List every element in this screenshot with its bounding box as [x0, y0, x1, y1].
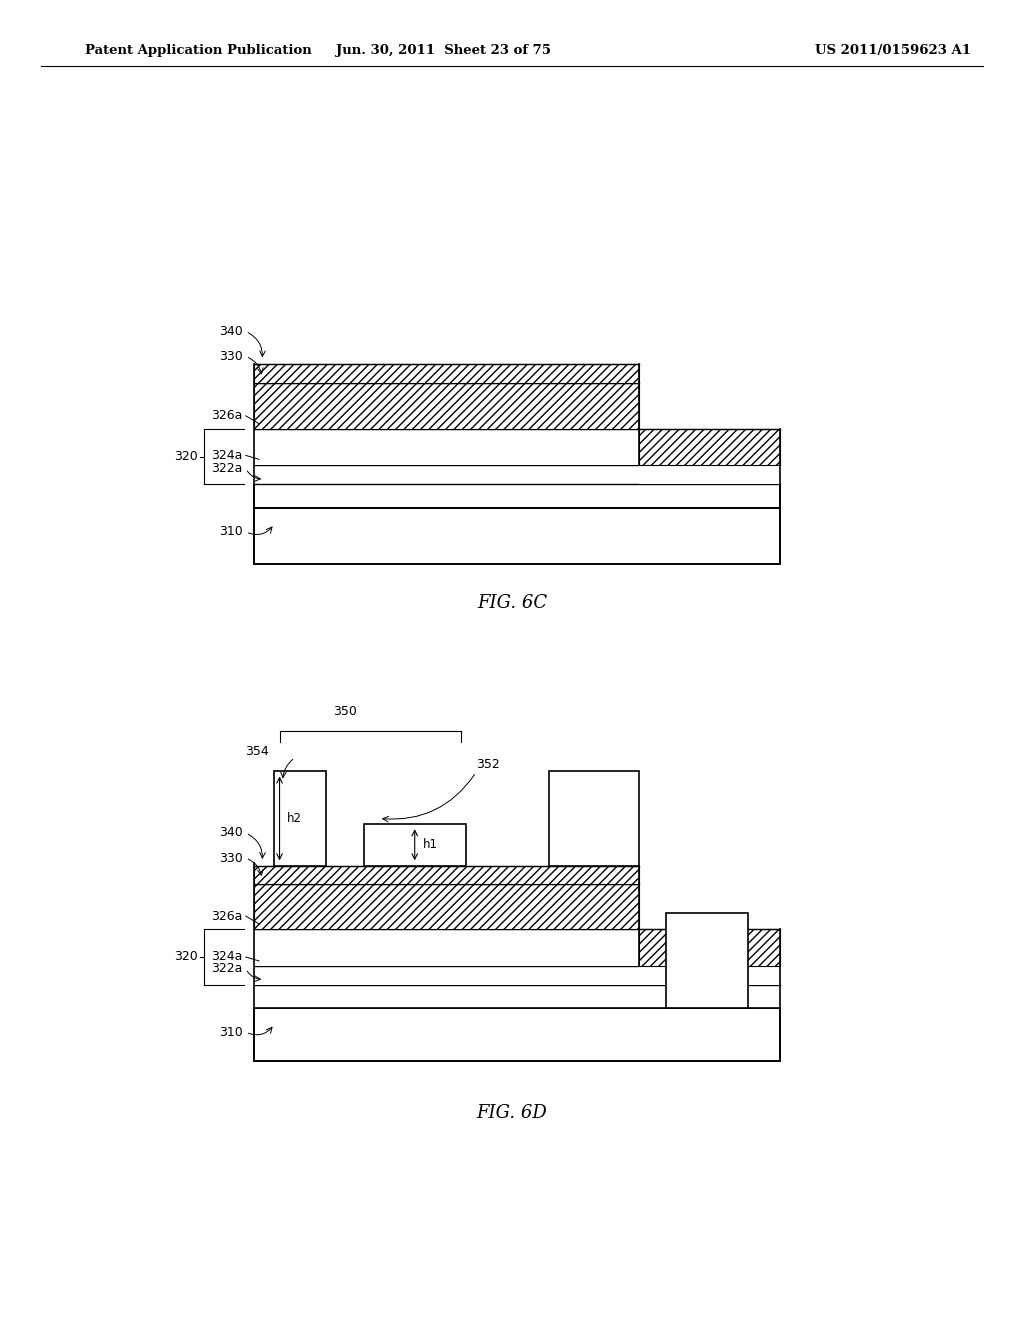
Text: 352: 352 — [476, 758, 500, 771]
Text: 326a: 326a — [211, 909, 243, 923]
Text: 350: 350 — [333, 705, 356, 718]
Bar — [254, 484, 780, 508]
Bar — [254, 364, 639, 383]
Bar — [639, 929, 780, 966]
Text: 326a: 326a — [211, 409, 243, 422]
Bar — [254, 465, 780, 484]
Text: 340: 340 — [219, 325, 243, 338]
Text: 324a: 324a — [211, 449, 243, 462]
Text: FIG. 6C: FIG. 6C — [477, 594, 547, 612]
Text: 320: 320 — [174, 450, 198, 463]
Bar — [639, 966, 780, 985]
Text: 320: 320 — [174, 950, 198, 964]
Text: US 2011/0159623 A1: US 2011/0159623 A1 — [815, 45, 971, 57]
Text: 330: 330 — [219, 851, 243, 865]
Text: FIG. 6D: FIG. 6D — [476, 1104, 548, 1122]
Bar — [274, 771, 326, 866]
Text: 322a: 322a — [211, 462, 243, 475]
Bar — [364, 824, 466, 866]
Bar — [254, 429, 639, 465]
Bar — [666, 913, 748, 1008]
Text: 324a: 324a — [211, 950, 243, 964]
Bar — [549, 771, 639, 866]
Bar — [639, 429, 780, 465]
Bar — [254, 929, 639, 966]
Text: h1: h1 — [423, 838, 438, 851]
Bar — [254, 985, 780, 1008]
Bar — [254, 884, 639, 929]
Text: 310: 310 — [219, 525, 243, 539]
Text: 354: 354 — [246, 744, 269, 758]
Text: 322a: 322a — [211, 962, 243, 975]
Bar — [254, 1008, 780, 1061]
Text: 340: 340 — [219, 826, 243, 840]
Text: h2: h2 — [287, 812, 302, 825]
Bar — [254, 866, 639, 884]
Bar — [639, 465, 780, 484]
Text: 310: 310 — [219, 1026, 243, 1039]
Text: Jun. 30, 2011  Sheet 23 of 75: Jun. 30, 2011 Sheet 23 of 75 — [336, 45, 551, 57]
Bar — [254, 383, 639, 429]
Bar — [254, 966, 780, 985]
Text: Patent Application Publication: Patent Application Publication — [85, 45, 311, 57]
Bar — [254, 508, 780, 564]
Text: 330: 330 — [219, 350, 243, 363]
